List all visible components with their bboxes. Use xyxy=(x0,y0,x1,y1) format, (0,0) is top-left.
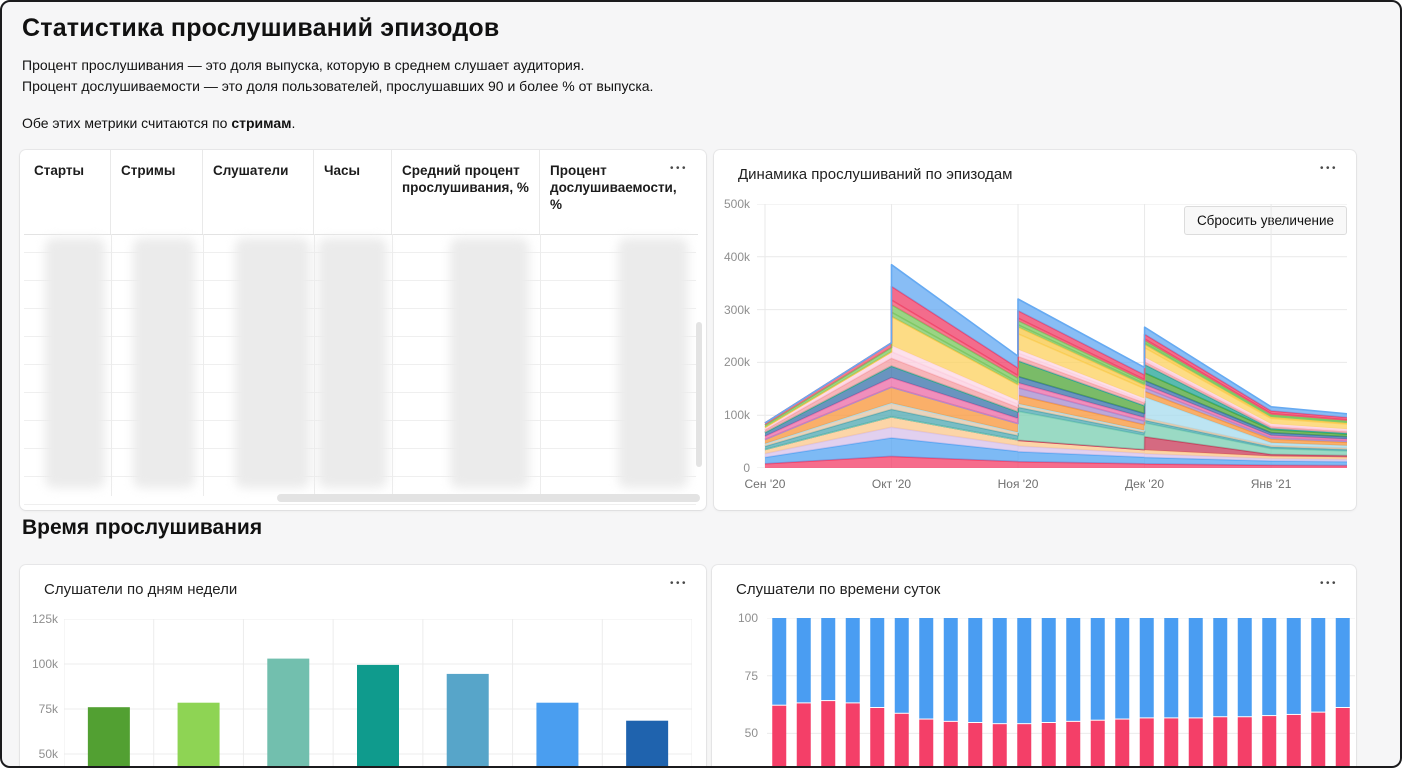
redacted-cell-data xyxy=(235,238,310,488)
table-column-divider xyxy=(540,234,541,496)
chart-plot-area xyxy=(64,619,692,766)
more-menu-icon[interactable]: ••• xyxy=(1319,163,1338,174)
y-axis-tick: 0 xyxy=(743,461,750,475)
y-axis-tick: 50 xyxy=(744,726,758,741)
metrics-note: Обе этих метрики считаются по стримам. xyxy=(22,115,296,131)
table-column-divider xyxy=(203,234,204,496)
x-axis-tick: Дек '20 xyxy=(1125,477,1165,491)
reset-zoom-button[interactable]: Сбросить увеличение xyxy=(1183,206,1347,235)
redacted-cell-data xyxy=(618,238,688,488)
weekday-chart-card: Слушатели по дням недели ••• 125k 100k 75k… xyxy=(20,565,706,766)
y-axis-tick: 300k xyxy=(723,302,750,317)
x-axis-tick: Ноя '20 xyxy=(997,477,1039,491)
description-line-2: Процент дослушиваемости — это доля польз… xyxy=(22,78,654,94)
column-header[interactable]: Часы xyxy=(314,150,392,234)
weekday-chart-title: Слушатели по дням недели xyxy=(44,581,238,598)
column-header[interactable]: Старты xyxy=(24,150,111,234)
chart-plot-area xyxy=(757,204,1347,468)
chart-plot-area xyxy=(767,618,1355,766)
y-axis-tick: 100k xyxy=(31,657,58,671)
episodes-table-card: ••• Старты Стримы Слушатели Часы Средний про… xyxy=(20,150,706,510)
vertical-scrollbar[interactable] xyxy=(696,322,702,467)
more-menu-icon[interactable]: ••• xyxy=(669,578,688,589)
page-title: Статистика прослушиваний эпизодов xyxy=(22,14,500,42)
y-axis-tick: 400k xyxy=(723,249,750,264)
more-menu-icon[interactable]: ••• xyxy=(669,163,688,174)
table-header-divider xyxy=(24,234,698,235)
column-header[interactable]: Стримы xyxy=(111,150,203,234)
y-axis-tick: 100 xyxy=(737,611,758,625)
description-line-1: Процент прослушивания — это доля выпуска… xyxy=(22,57,585,73)
table-row-divider xyxy=(24,504,696,505)
page-header: Статистика прослушиваний эпизодов Процен… xyxy=(22,14,922,131)
hours-chart-title: Слушатели по времени суток xyxy=(736,581,941,598)
more-menu-icon[interactable]: ••• xyxy=(1319,578,1338,589)
redacted-cell-data xyxy=(318,238,387,488)
y-axis-tick: 500k xyxy=(723,197,750,211)
table-column-divider xyxy=(314,234,315,496)
table-header-row: Старты Стримы Слушатели Часы Средний процент… xyxy=(24,150,698,234)
redacted-cell-data xyxy=(45,238,105,488)
x-axis-tick: Янв '21 xyxy=(1250,477,1292,491)
episodes-chart-card: Динамика прослушиваний по эпизодам ••• С… xyxy=(714,150,1356,510)
redacted-cell-data xyxy=(133,238,195,488)
hours-chart-card: Слушатели по времени суток ••• 100 75 50 xyxy=(712,565,1356,766)
table-column-divider xyxy=(392,234,393,496)
column-header[interactable]: Средний процент прослушивания, % xyxy=(392,150,540,234)
x-axis-tick: Сен '20 xyxy=(744,477,786,491)
column-header[interactable]: Процент дослушиваемости, % xyxy=(550,163,677,212)
y-axis-tick: 75k xyxy=(38,702,58,716)
redacted-cell-data xyxy=(450,238,529,488)
episodes-chart-title: Динамика прослушиваний по эпизодам xyxy=(738,166,1013,183)
x-axis-tick: Окт '20 xyxy=(871,477,912,491)
horizontal-scrollbar[interactable] xyxy=(277,494,700,502)
y-axis-tick: 50k xyxy=(38,747,58,761)
column-header[interactable]: Слушатели xyxy=(203,150,314,234)
table-column-divider xyxy=(111,234,112,496)
y-axis-tick: 75 xyxy=(744,668,758,683)
y-axis-tick: 200k xyxy=(723,355,750,370)
y-axis-tick: 100k xyxy=(723,408,750,423)
y-axis-tick: 125k xyxy=(31,612,58,626)
section-title-listening-time: Время прослушивания xyxy=(22,516,263,539)
